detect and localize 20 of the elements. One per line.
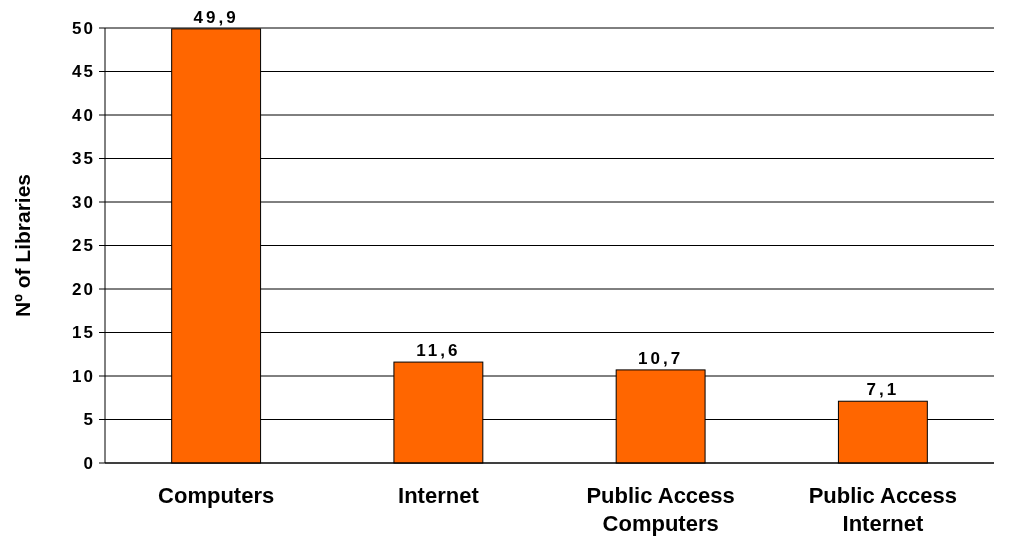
y-tick-label: 40 [72,105,95,125]
x-tick-label: Public Access Computers [586,483,735,536]
y-tick-label: 25 [72,236,95,256]
data-label: 49,9 [193,7,239,27]
y-tick-label: 30 [72,192,95,212]
y-tick-label: 10 [72,366,95,386]
x-tick-label: Internet [398,483,480,508]
y-tick-label: 20 [72,279,95,299]
y-axis-title: Nº of Libraries [11,173,34,318]
data-label: 11,6 [416,341,461,361]
y-tick-label: 45 [72,62,95,82]
data-label: 7,1 [866,380,900,400]
y-tick-label: 35 [72,149,95,169]
x-tick-label: Computers [158,483,275,508]
x-tick-label: Public Access Internet [808,483,958,536]
y-tick-label: 15 [72,323,95,343]
data-label: 10,7 [638,348,684,368]
y-tick-label: 0 [83,453,95,473]
y-tick-label: 50 [72,18,95,38]
y-tick-label: 5 [83,410,95,430]
